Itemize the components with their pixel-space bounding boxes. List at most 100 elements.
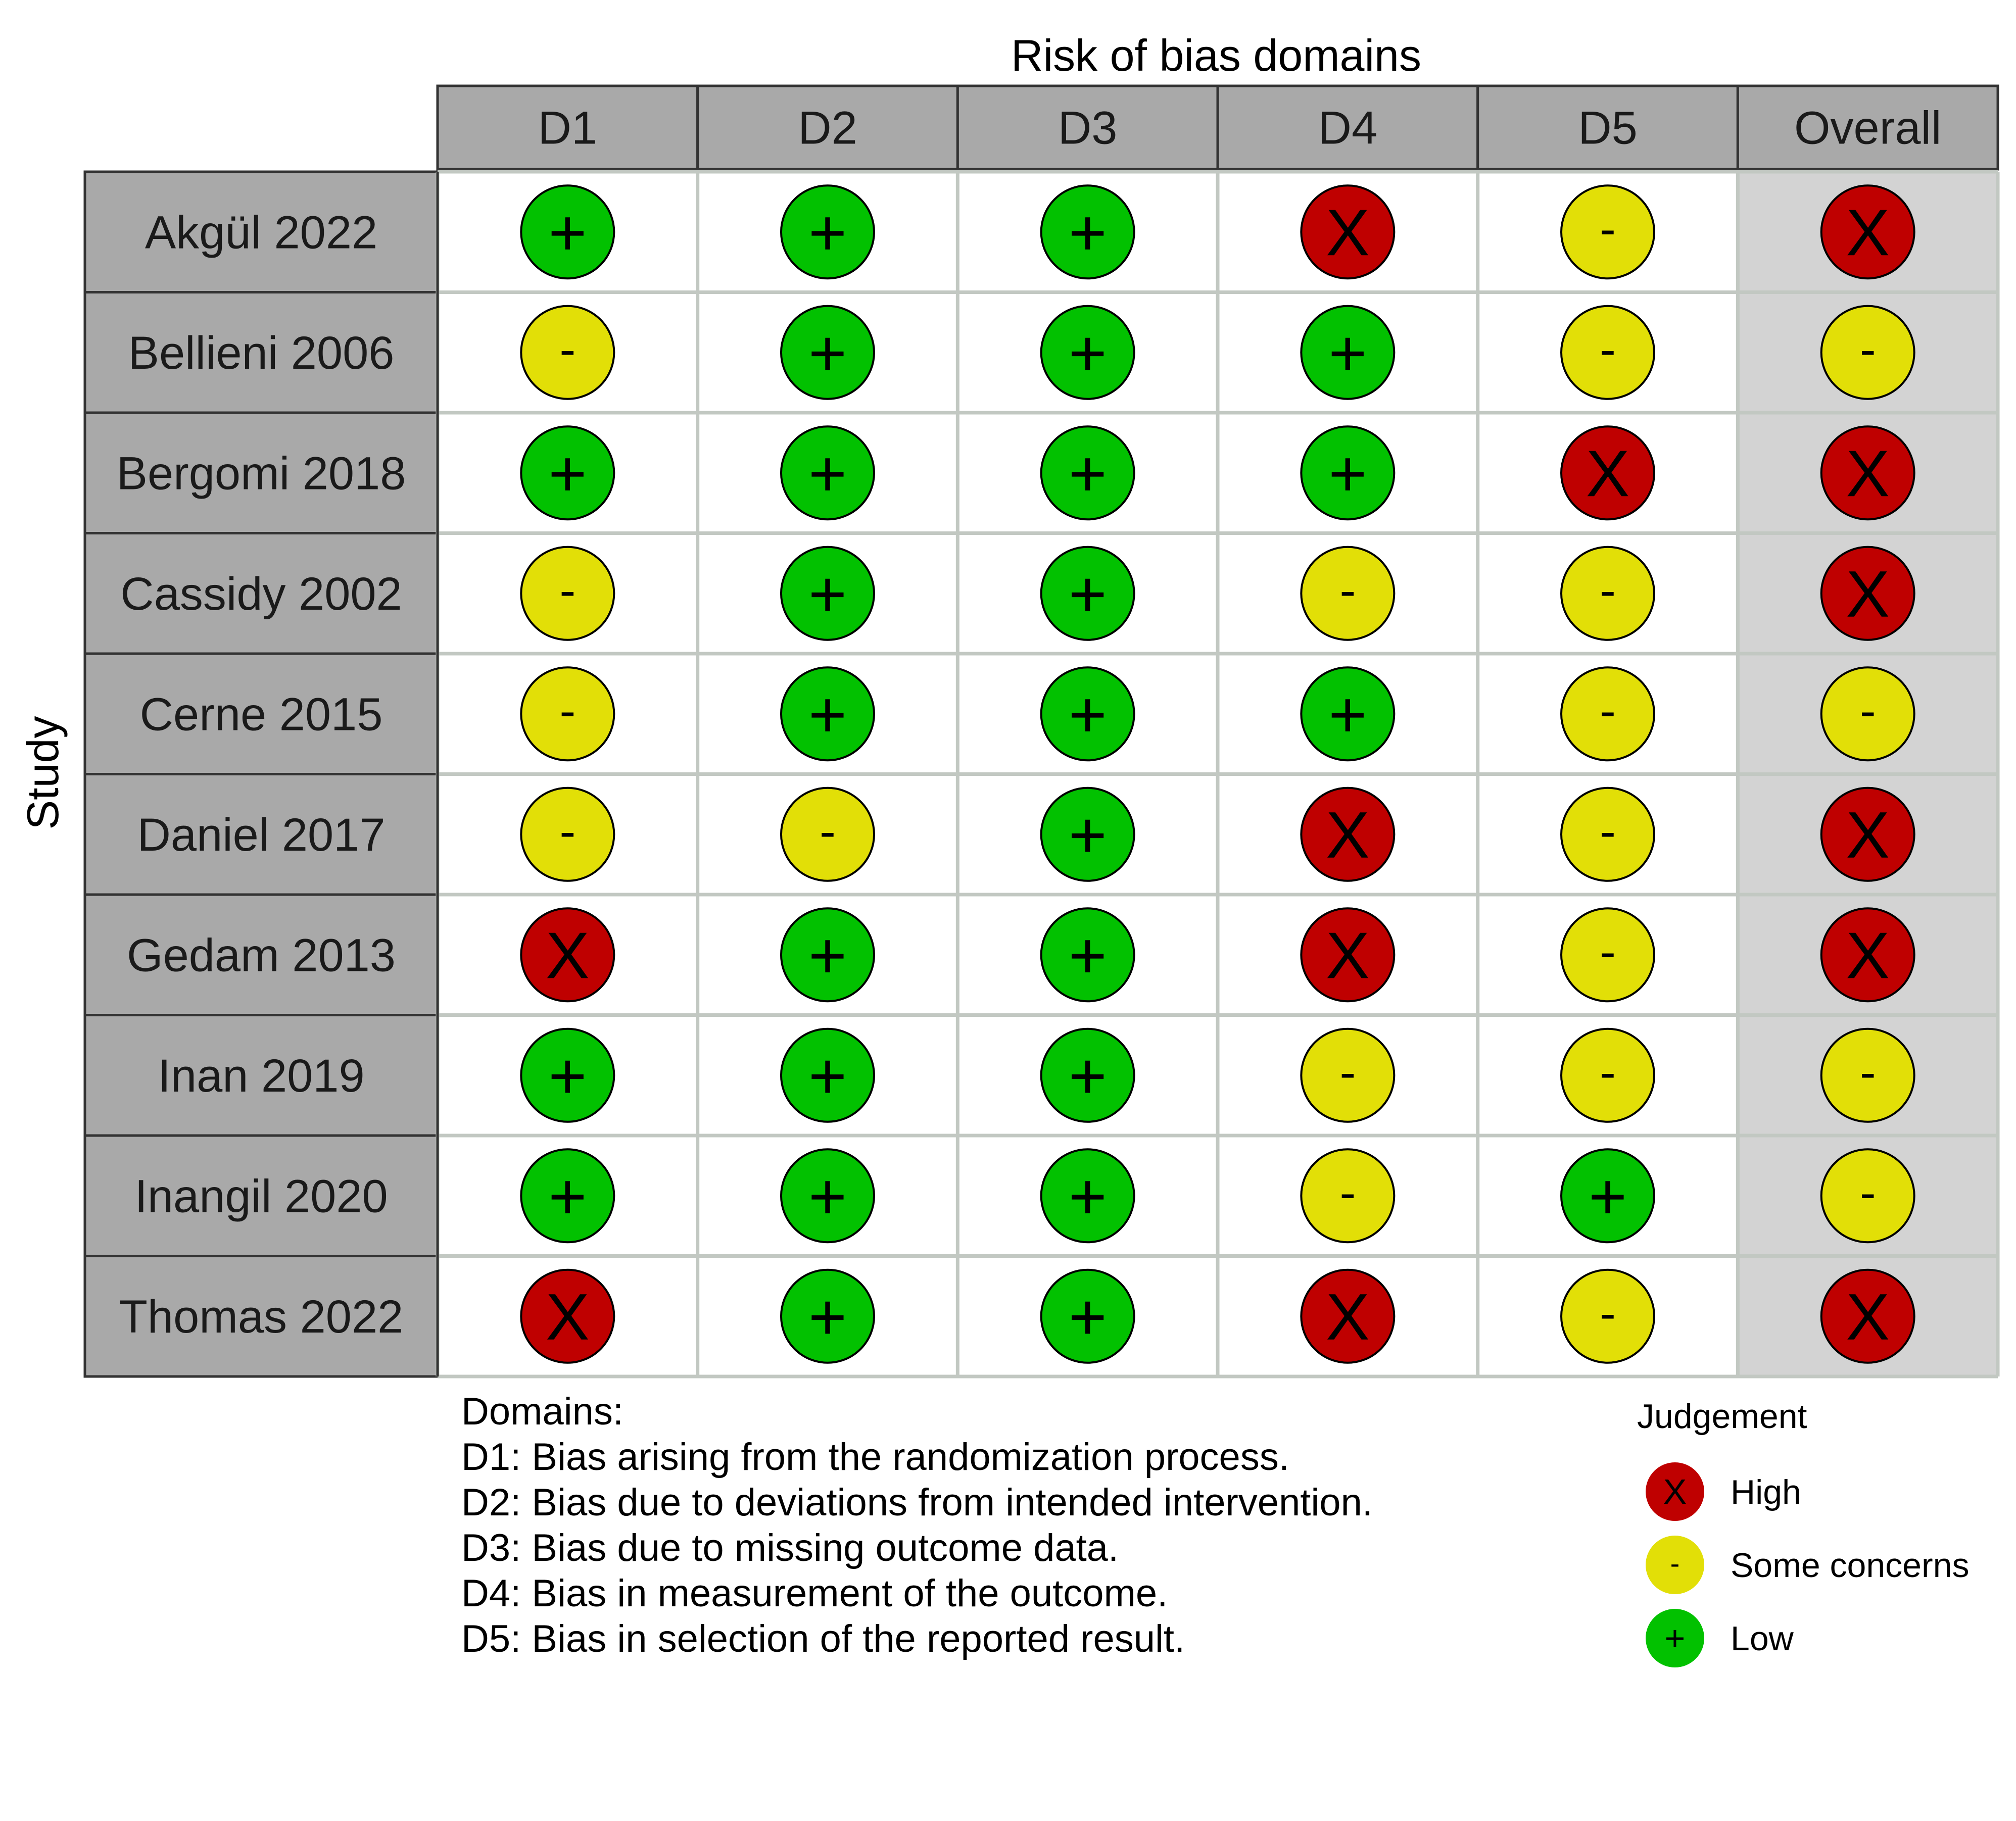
study-label: Akgül 2022	[145, 207, 377, 258]
study-label: Bergomi 2018	[117, 448, 406, 499]
judgement-low-mark	[1040, 907, 1135, 1003]
judgement-symbol: +	[808, 557, 847, 631]
judgement-low-mark	[780, 907, 876, 1003]
judgement-low-mark	[780, 184, 876, 280]
judgement-symbol: +	[1069, 677, 1107, 751]
judgement-symbol: +	[1328, 436, 1367, 510]
judgement-symbol: +	[1069, 1039, 1107, 1113]
study-label: Daniel 2017	[137, 809, 385, 861]
judgement-some-mark	[1820, 305, 1915, 400]
study-label: Bellieni 2006	[128, 327, 395, 379]
column-header-cell	[1736, 84, 1999, 171]
judgement-low-mark	[1040, 546, 1135, 641]
judgement-symbol: X	[1326, 1280, 1370, 1354]
judgement-symbol: +	[808, 316, 847, 390]
domain-description: D1: Bias arising from the randomization …	[461, 1436, 1289, 1479]
legend-high-swatch	[1646, 1462, 1704, 1521]
judgement-symbol: X	[1846, 798, 1890, 872]
study-label-cell	[83, 291, 439, 414]
judgement-low-mark	[780, 1268, 876, 1364]
judgement-symbol: +	[548, 436, 587, 510]
judgement-symbol: -	[1339, 563, 1356, 617]
judgement-symbol: X	[1846, 436, 1890, 510]
judgement-symbol: +	[1069, 1159, 1107, 1233]
judgement-some-mark	[1560, 907, 1656, 1003]
judgement-symbol: +	[1069, 918, 1107, 992]
judgement-symbol: +	[1589, 1159, 1627, 1233]
judgement-symbol: -	[1860, 1045, 1876, 1099]
study-label-cell	[83, 532, 439, 655]
legend-label: High	[1731, 1473, 1801, 1511]
column-headers: D1 D2 D3 D4 D5 Overall	[436, 84, 1999, 171]
judgement-low-mark	[520, 1148, 615, 1244]
judgement-high-mark	[1820, 425, 1915, 521]
judgement-symbol: +	[808, 1039, 847, 1113]
study-label-cell	[83, 411, 439, 534]
judgement-low-mark	[1040, 666, 1135, 762]
judgement-low-mark	[1040, 305, 1135, 400]
judgement-low-mark	[1300, 305, 1396, 400]
judgement-symbol: X	[546, 918, 590, 992]
study-label-cell	[83, 170, 439, 293]
judgement-symbol: +	[1069, 436, 1107, 510]
legend-label: Some concerns	[1731, 1546, 1969, 1585]
judgement-symbol: +	[808, 436, 847, 510]
legend-title: Judgement	[1637, 1397, 1807, 1436]
domain-description: D4: Bias in measurement of the outcome.	[461, 1572, 1168, 1615]
judgement-high-mark	[1820, 184, 1915, 280]
column-header-cell	[696, 84, 959, 171]
judgement-symbol: -	[1339, 1045, 1356, 1099]
judgement-symbol: X	[1846, 918, 1890, 992]
judgement-symbol: -	[1600, 322, 1616, 376]
judgement-some-mark	[1560, 546, 1656, 641]
judgement-symbol: +	[1328, 677, 1367, 751]
judgement-some-mark	[1560, 786, 1656, 882]
judgement-symbol: -	[1600, 683, 1616, 737]
study-label: Gedam 2013	[127, 929, 396, 981]
judgement-low-mark	[780, 666, 876, 762]
judgement-some-mark	[1300, 1148, 1396, 1244]
judgement-symbol: -	[1600, 563, 1616, 617]
judgement-high-mark	[520, 907, 615, 1003]
judgement-high-mark	[1820, 1268, 1915, 1364]
judgement-high-mark	[520, 1268, 615, 1364]
judgement-symbol: -	[1860, 1165, 1876, 1219]
domain-descriptions: Domains: D1: Bias arising from the rando…	[461, 1390, 1373, 1660]
legend-symbol: X	[1663, 1472, 1687, 1511]
judgement-some-mark	[1300, 1027, 1396, 1123]
judgement-some-mark	[520, 666, 615, 762]
judgement-some-mark	[1560, 1268, 1656, 1364]
judgement-high-mark	[1820, 907, 1915, 1003]
judgement-some-mark	[1560, 305, 1656, 400]
judgement-low-mark	[780, 425, 876, 521]
judgement-high-mark	[1300, 1268, 1396, 1364]
judgement-low-mark	[780, 546, 876, 641]
judgement-symbol: +	[1069, 1280, 1107, 1354]
study-label: Cassidy 2002	[120, 568, 402, 620]
judgement-high-mark	[1820, 546, 1915, 641]
study-label-cell	[83, 1134, 439, 1257]
study-label: Cerne 2015	[140, 688, 383, 740]
judgement-low-mark	[1300, 425, 1396, 521]
study-label: Inangil 2020	[134, 1170, 388, 1222]
legend-label: Low	[1731, 1619, 1794, 1658]
judgement-low-mark	[520, 425, 615, 521]
judgement-symbol: -	[1600, 202, 1616, 256]
legend: Judgement X High - Some concerns + Low	[1637, 1397, 1969, 1667]
judgement-symbol: -	[559, 563, 575, 617]
column-header-label: D5	[1578, 103, 1638, 154]
judgement-some-mark	[1820, 1148, 1915, 1244]
judgement-symbol: -	[1600, 924, 1616, 978]
judgement-high-mark	[1300, 184, 1396, 280]
judgement-symbol: +	[548, 1159, 587, 1233]
judgement-symbol: X	[546, 1280, 590, 1354]
judgement-symbol: -	[559, 683, 575, 737]
judgement-low-mark	[520, 184, 615, 280]
judgement-high-mark	[1300, 907, 1396, 1003]
study-labels: Akgül 2022 Bellieni 2006 Bergomi 2018 Cassi…	[83, 170, 439, 1378]
judgement-low-mark	[780, 1148, 876, 1244]
judgement-some-mark	[1560, 184, 1656, 280]
domain-description: D2: Bias due to deviations from intended…	[461, 1481, 1373, 1524]
judgement-low-mark	[1040, 1148, 1135, 1244]
